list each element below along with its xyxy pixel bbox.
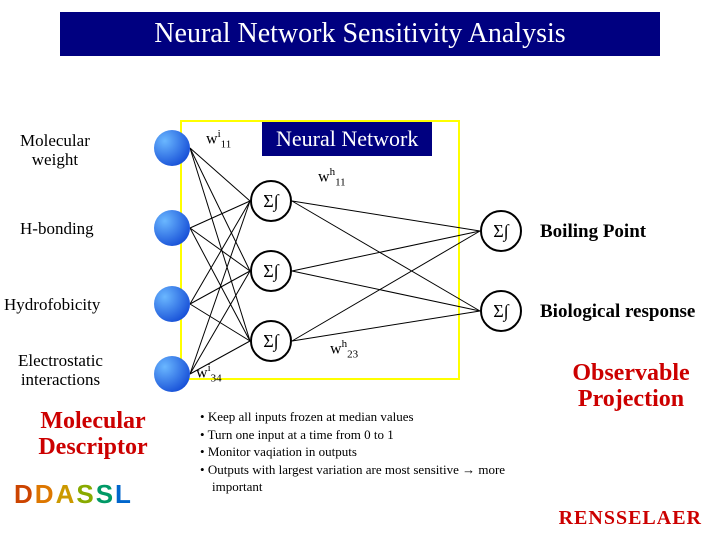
molecular-descriptor-label: Molecular Descriptor — [18, 408, 168, 461]
output-node-1: Σ∫ — [480, 290, 522, 332]
bullet-2: Monitor vaqiation in outputs — [200, 443, 530, 461]
weight-label-2: wh11 — [318, 166, 346, 189]
hidden-node-1: Σ∫ — [250, 250, 292, 292]
output-label-1: Biological response — [540, 302, 695, 323]
bullet-3: Outputs with largest variation are most … — [200, 461, 530, 496]
input-label-3: Electrostatic interactions — [18, 352, 103, 389]
hidden-node-0: Σ∫ — [250, 180, 292, 222]
input-label-1: H-bonding — [20, 220, 94, 239]
weight-label-3: wh23 — [330, 338, 358, 361]
bullet-list: Keep all inputs frozen at median valuesT… — [200, 408, 530, 496]
slide-title: Neural Network Sensitivity Analysis — [60, 12, 660, 56]
output-label-0: Boiling Point — [540, 222, 646, 243]
output-node-0: Σ∫ — [480, 210, 522, 252]
weight-label-0: wi11 — [206, 128, 231, 151]
input-label-0: Molecular weight — [20, 132, 90, 169]
nn-title: Neural Network — [262, 122, 432, 156]
input-node-3 — [154, 356, 190, 392]
bullet-1: Turn one input at a time from 0 to 1 — [200, 426, 530, 444]
input-node-2 — [154, 286, 190, 322]
weight-label-1: wi34 — [196, 362, 222, 385]
nn-box — [180, 120, 460, 380]
input-node-1 — [154, 210, 190, 246]
ddassl-logo: DDASSL — [14, 479, 133, 510]
input-node-0 — [154, 130, 190, 166]
hidden-node-2: Σ∫ — [250, 320, 292, 362]
input-label-2: Hydrofobicity — [4, 296, 100, 315]
rensselaer-logo: RENSSELAER — [559, 507, 702, 530]
bullet-0: Keep all inputs frozen at median values — [200, 408, 530, 426]
observable-projection-label: Observable Projection — [556, 360, 706, 413]
